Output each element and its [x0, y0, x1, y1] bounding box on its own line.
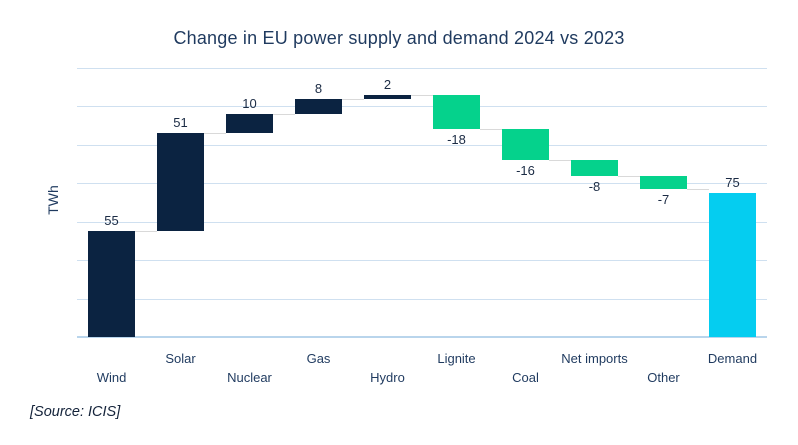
connector-demand: [687, 189, 709, 191]
value-label-gas: 8: [314, 80, 323, 96]
value-label-demand: 75: [725, 174, 740, 190]
category-label-gas: Gas: [306, 351, 331, 366]
y-axis-label: TWh: [45, 185, 61, 215]
bar-demand: [709, 192, 756, 337]
category-label-coal: Coal: [512, 370, 539, 385]
connector-solar: [135, 231, 157, 233]
connector-other: [618, 175, 640, 177]
category-label-nuclear: Nuclear: [227, 370, 272, 385]
connector-nuclear: [204, 133, 226, 135]
value-label-wind: 55: [104, 213, 119, 229]
value-label-hydro: 2: [383, 76, 392, 92]
category-label-solar: Solar: [165, 351, 196, 366]
gridline-140: [77, 68, 767, 69]
gridline-60: [77, 221, 767, 223]
chart-title: Change in EU power supply and demand 202…: [173, 28, 625, 48]
category-label-demand: Demand: [707, 351, 758, 366]
bar-nuclear: [226, 114, 273, 134]
value-label-lignite: -18: [447, 132, 466, 148]
gridline-120: [77, 106, 767, 108]
gridline-40: [77, 260, 767, 262]
bar-solar: [157, 133, 204, 232]
value-label-coal: -16: [516, 163, 535, 179]
x-axis-line: [77, 336, 767, 338]
bar-wind: [88, 231, 135, 337]
gridline-100: [77, 144, 767, 146]
connector-lignite: [411, 94, 433, 96]
connector-coal: [480, 129, 502, 131]
connector-hydro: [342, 98, 364, 100]
value-label-nuclear: 10: [242, 96, 257, 112]
value-label-solar: 51: [173, 115, 188, 131]
bar-other: [640, 175, 687, 190]
gridline-20: [77, 298, 767, 300]
bar-gas: [295, 98, 342, 115]
value-label-net-imports: -8: [588, 178, 601, 194]
value-label-other: -7: [657, 192, 670, 208]
bar-lignite: [433, 94, 480, 130]
gridline-80: [77, 183, 767, 185]
category-label-hydro: Hydro: [370, 370, 405, 385]
bar-coal: [502, 129, 549, 161]
plot-area: 55 51 10 8 2 -18 -16 -8 -7 75: [77, 68, 767, 338]
category-label-other: Other: [647, 370, 680, 385]
source-note: [Source: ICIS]: [30, 404, 121, 420]
bar-net-imports: [571, 160, 618, 176]
category-label-lignite: Lignite: [437, 351, 476, 366]
connector-gas: [273, 114, 295, 116]
bar-hydro: [364, 94, 411, 99]
connector-net-imports: [549, 160, 571, 162]
category-label-wind: Wind: [96, 370, 127, 385]
category-label-net-imports: Net imports: [561, 351, 628, 366]
